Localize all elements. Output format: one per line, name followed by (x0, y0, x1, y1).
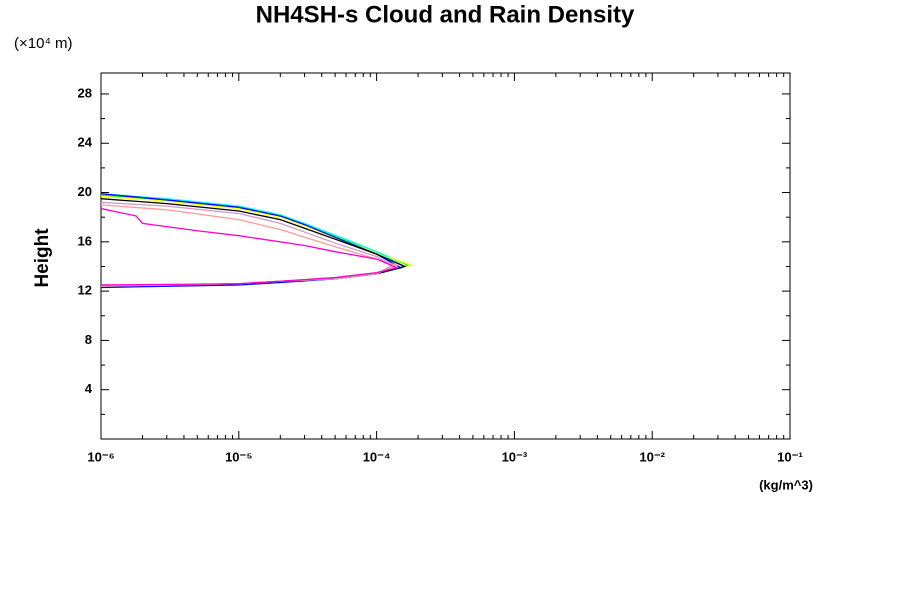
line-series (100, 207, 399, 286)
y-axis-label: Height (32, 228, 53, 288)
y-tick-label: 20 (78, 184, 92, 199)
x-tick-label: 10⁻³ (502, 449, 528, 464)
plot-frame (100, 72, 791, 440)
y-tick-label: 28 (78, 85, 92, 100)
y-tick-label: 12 (78, 283, 92, 298)
x-tick-label: 10⁻⁵ (225, 449, 252, 464)
y-tick-label: 4 (85, 381, 93, 396)
x-tick-label: 10⁻¹ (777, 449, 803, 464)
x-tick-label: 10⁻² (639, 449, 665, 464)
x-tick-label: 10⁻⁶ (87, 449, 114, 464)
x-axis-label: (kg/m^3) (759, 477, 813, 492)
y-tick-label: 24 (78, 135, 93, 150)
y-tick-label: 8 (85, 332, 92, 347)
y-unit-label: (×10⁴ m) (14, 35, 73, 52)
y-tick-label: 16 (78, 233, 92, 248)
x-tick-label: 10⁻⁴ (363, 449, 391, 464)
chart-title: NH4SH-s Cloud and Rain Density (256, 1, 635, 28)
